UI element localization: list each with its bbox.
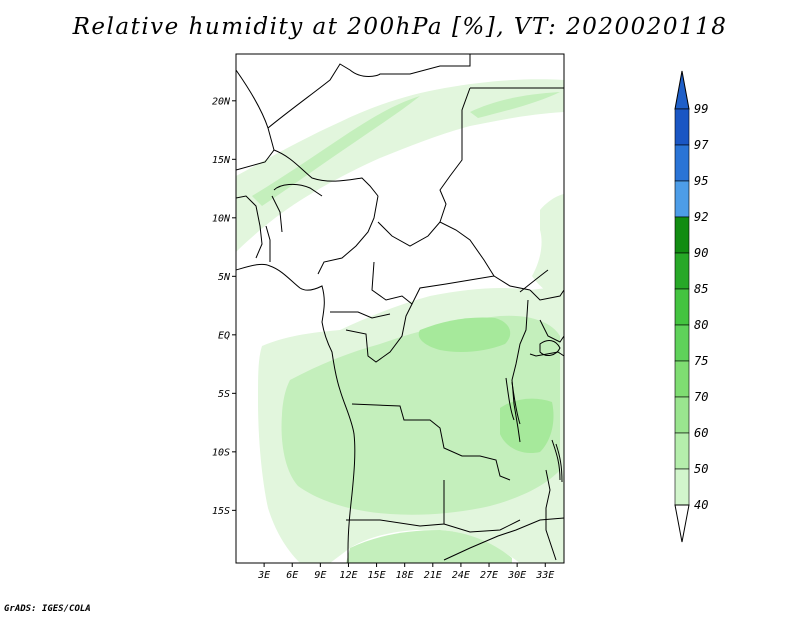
border-east-vertical <box>511 299 529 443</box>
border-east-2 <box>529 351 564 357</box>
border-uganda <box>539 319 564 343</box>
border-cameroon-gabon <box>330 311 391 319</box>
colorbar-level-label: 90 <box>694 246 708 260</box>
border-angola-drc <box>351 403 511 481</box>
colorbar-level-label: 70 <box>694 390 708 404</box>
colorbar-swatch <box>674 108 690 146</box>
border-congo <box>345 303 413 363</box>
border-car-south <box>371 261 531 305</box>
border-mali-niger <box>267 54 471 129</box>
colorbar-swatch <box>674 252 690 290</box>
border-angola-south <box>346 480 445 527</box>
map-frame <box>235 53 565 564</box>
latitude-tick-label: 5S <box>218 389 230 400</box>
humidity-region-south-core <box>418 317 511 352</box>
colorbar-swatch <box>674 216 690 254</box>
humidity-band-north-core <box>252 96 420 206</box>
colorbar-swatch <box>674 360 690 398</box>
colorbar-level-label: 95 <box>694 174 708 188</box>
longitude-tick-label: 6E <box>286 570 298 581</box>
colorbar-swatch <box>674 144 690 182</box>
longitude-axis: 3E 6E 9E 12E 15E 18E 21E 24E 27E 30E 33E <box>257 563 554 581</box>
colorbar-level-label: 50 <box>694 462 708 476</box>
border-chad-car <box>377 221 495 277</box>
humidity-patch-east <box>532 194 564 300</box>
latitude-tick-label: 15N <box>212 155 231 166</box>
longitude-tick-label: 12E <box>339 570 357 581</box>
border-zambia <box>443 519 521 533</box>
colorbar-level-label: 80 <box>694 318 708 332</box>
latitude-tick-label: 10N <box>212 213 231 224</box>
border-mozambique <box>545 469 557 561</box>
colorbar: 99 97 95 92 90 85 80 75 70 60 50 40 <box>674 70 709 543</box>
colorbar-level-label: 60 <box>694 426 708 440</box>
latitude-axis: 20N 15N 10N 5N EQ 5S 10S 15S <box>212 96 236 517</box>
longitude-tick-label: 30E <box>507 570 526 581</box>
longitude-tick-label: 21E <box>424 570 442 581</box>
colorbar-swatch <box>674 432 690 470</box>
colorbar-level-label: 92 <box>694 210 708 224</box>
humidity-band-north-east <box>470 92 560 118</box>
border-westafrica-1 <box>236 195 263 259</box>
colorbar-swatch <box>674 468 690 506</box>
humidity-shading <box>236 79 564 563</box>
map-title: Relative humidity at 200hPa [%], VT: 202… <box>72 14 728 40</box>
colorbar-level-label: 40 <box>694 498 708 512</box>
colorbar-swatch <box>674 324 690 362</box>
latitude-tick-label: 20N <box>212 96 231 107</box>
coastline <box>236 263 356 563</box>
longitude-tick-label: 3E <box>257 570 270 581</box>
border-niger-chad <box>439 87 471 223</box>
colorbar-swatch <box>674 288 690 326</box>
colorbar-level-label: 75 <box>694 354 708 368</box>
colorbar-level-label: 85 <box>694 282 708 296</box>
longitude-tick-label: 18E <box>396 570 414 581</box>
border-westafrica-2 <box>265 225 271 262</box>
latitude-tick-label: 15S <box>212 506 230 517</box>
humidity-region-south-east <box>500 398 554 454</box>
country-borders <box>236 54 564 563</box>
latitude-tick-label: EQ <box>218 330 230 341</box>
longitude-tick-label: 27E <box>480 570 498 581</box>
lake-malawi <box>551 439 563 483</box>
border-sahara <box>236 54 275 171</box>
lake-victoria <box>539 340 561 356</box>
humidity-band-north <box>236 79 564 252</box>
grads-credit: GrADS: IGES/COLA <box>4 604 91 614</box>
lake-tanganyika <box>505 377 521 425</box>
colorbar-swatch <box>674 396 690 434</box>
longitude-tick-label: 15E <box>368 570 386 581</box>
border-westafrica-3 <box>271 195 283 233</box>
latitude-tick-label: 10S <box>212 447 230 458</box>
longitude-tick-label: 9E <box>314 570 326 581</box>
nile-sudan <box>519 269 549 293</box>
colorbar-level-label: 97 <box>694 138 709 152</box>
longitude-tick-label: 33E <box>535 570 554 581</box>
border-nigeria-cameroon <box>317 195 379 275</box>
humidity-region-south-mid <box>281 315 560 515</box>
border-gulf-guinea-islands <box>273 183 323 197</box>
longitude-tick-label: 24E <box>452 570 470 581</box>
colorbar-lower-arrow <box>674 504 690 543</box>
colorbar-level-label: 99 <box>694 102 708 116</box>
humidity-region-south-west <box>346 530 512 563</box>
colorbar-swatch <box>674 180 690 218</box>
border-east <box>529 289 564 301</box>
border-south-africa <box>443 517 564 561</box>
colorbar-upper-arrow <box>674 70 690 110</box>
latitude-tick-label: 5N <box>218 272 231 283</box>
border-niger-nigeria <box>273 149 379 197</box>
